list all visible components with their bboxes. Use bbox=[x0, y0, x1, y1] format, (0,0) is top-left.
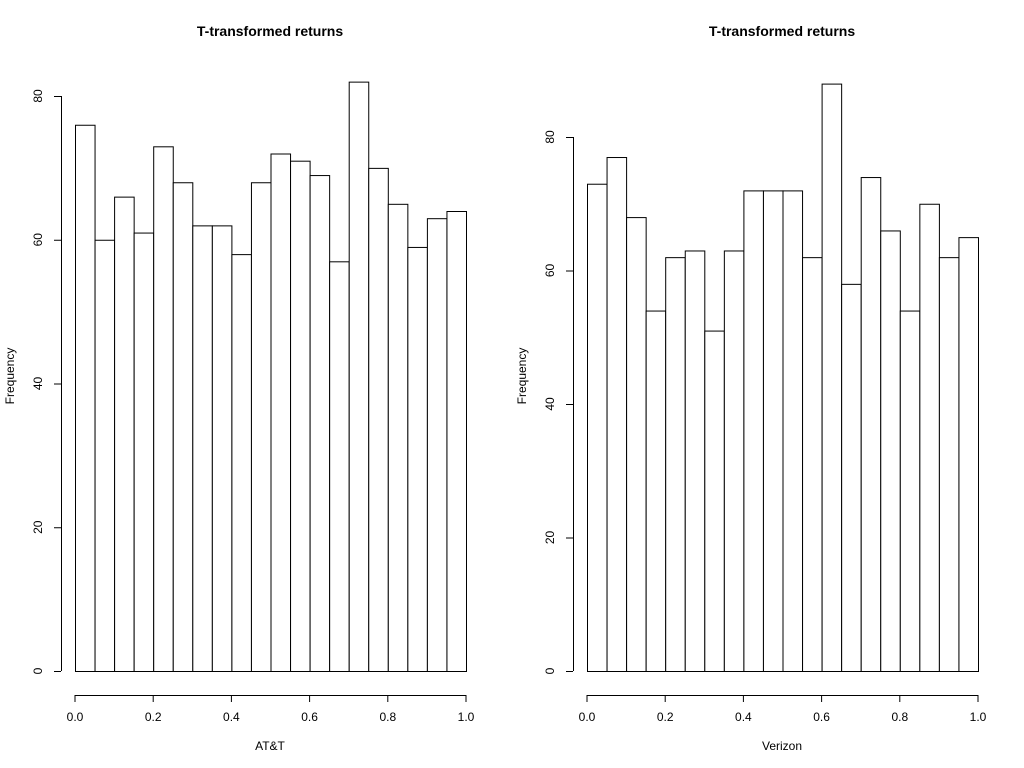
att-bar bbox=[153, 146, 174, 672]
att-bar bbox=[387, 203, 409, 672]
att-bar bbox=[133, 232, 155, 672]
verizon-bar bbox=[704, 330, 725, 672]
verizon-chart-title: T-transformed returns bbox=[709, 23, 855, 39]
att-bar bbox=[446, 211, 468, 672]
att-bar bbox=[192, 225, 213, 672]
verizon-bar bbox=[919, 203, 940, 672]
verizon-y-tick-label: 20 bbox=[543, 531, 557, 545]
att-y-tick-label: 40 bbox=[31, 377, 45, 391]
att-bar bbox=[172, 182, 194, 672]
verizon-bar bbox=[782, 190, 804, 672]
verizon-bar bbox=[802, 257, 823, 672]
att-bar bbox=[348, 81, 370, 672]
att-y-tick-label: 80 bbox=[31, 89, 45, 103]
att-y-axis-label: Frequency bbox=[3, 348, 17, 405]
verizon-bar bbox=[938, 257, 960, 672]
att-x-tick-label: 0.6 bbox=[301, 710, 318, 724]
verizon-bar bbox=[587, 183, 608, 672]
verizon-bar bbox=[743, 190, 764, 672]
verizon-bar bbox=[899, 310, 921, 672]
att-bar bbox=[211, 225, 233, 672]
att-bar bbox=[75, 124, 96, 672]
att-histogram-panel: T-transformed returns AT&T Frequency 0.0… bbox=[3, 23, 475, 753]
att-y-tick-label: 60 bbox=[31, 233, 45, 247]
att-bar bbox=[329, 261, 350, 672]
verizon-x-tick-label: 0.2 bbox=[657, 710, 674, 724]
att-bar bbox=[426, 218, 448, 672]
att-bar bbox=[114, 196, 135, 672]
verizon-x-tick-label: 0.4 bbox=[735, 710, 752, 724]
att-y-axis: 0 20 40 60 80 bbox=[31, 89, 62, 674]
verizon-histogram-panel: T-transformed returns Verizon Frequency … bbox=[515, 23, 987, 753]
att-x-tick-label: 0.0 bbox=[67, 710, 84, 724]
verizon-x-tick-label: 1.0 bbox=[970, 710, 987, 724]
verizon-bar bbox=[684, 250, 706, 672]
verizon-x-tick-label: 0.6 bbox=[813, 710, 830, 724]
verizon-y-tick-label: 0 bbox=[543, 667, 557, 674]
att-bar bbox=[309, 175, 331, 672]
verizon-bar bbox=[880, 230, 901, 672]
att-x-tick-label: 0.2 bbox=[145, 710, 162, 724]
att-x-tick-label: 1.0 bbox=[458, 710, 475, 724]
att-bars bbox=[75, 81, 468, 672]
verizon-bar bbox=[841, 283, 862, 672]
att-x-tick-label: 0.4 bbox=[223, 710, 240, 724]
verizon-y-tick-label: 40 bbox=[543, 397, 557, 411]
verizon-bar bbox=[606, 157, 628, 672]
att-bar bbox=[250, 182, 272, 672]
verizon-y-tick-label: 80 bbox=[543, 130, 557, 144]
att-x-tick-label: 0.8 bbox=[379, 710, 396, 724]
verizon-y-axis: 0 20 40 60 80 bbox=[543, 130, 574, 674]
att-bar bbox=[94, 239, 116, 672]
verizon-y-axis-label: Frequency bbox=[515, 348, 529, 405]
verizon-y-tick-label: 60 bbox=[543, 264, 557, 278]
verizon-bar bbox=[958, 237, 980, 672]
att-y-tick-label: 20 bbox=[31, 520, 45, 534]
verizon-bar bbox=[645, 310, 667, 672]
verizon-bars bbox=[587, 83, 980, 673]
verizon-bar bbox=[860, 177, 882, 673]
att-bar bbox=[368, 167, 389, 672]
verizon-bar bbox=[821, 83, 843, 673]
att-bar bbox=[290, 160, 311, 672]
att-y-tick-label: 0 bbox=[31, 667, 45, 674]
verizon-bar bbox=[762, 190, 784, 672]
att-bar bbox=[231, 254, 252, 672]
verizon-bar bbox=[723, 250, 745, 672]
att-bar bbox=[270, 153, 292, 672]
verizon-bar bbox=[665, 257, 686, 672]
verizon-x-tick-label: 0.0 bbox=[579, 710, 596, 724]
verizon-x-axis: 0.0 0.2 0.4 0.6 0.8 1.0 bbox=[579, 695, 987, 724]
verizon-x-axis-label: Verizon bbox=[762, 739, 802, 753]
att-chart-title: T-transformed returns bbox=[197, 23, 343, 39]
verizon-x-tick-label: 0.8 bbox=[891, 710, 908, 724]
verizon-bar bbox=[626, 217, 647, 672]
att-x-axis: 0.0 0.2 0.4 0.6 0.8 1.0 bbox=[67, 695, 475, 724]
att-x-axis-label: AT&T bbox=[255, 739, 285, 753]
att-bar bbox=[407, 246, 428, 672]
